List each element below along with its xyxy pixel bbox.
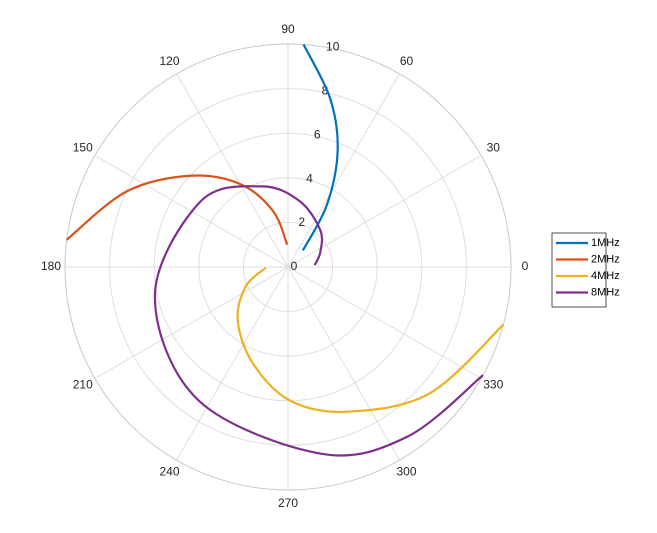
grid-spoke xyxy=(94,266,289,379)
theta-tick-label: 60 xyxy=(400,54,414,68)
series-line xyxy=(301,44,339,251)
r-tick-label: 8 xyxy=(322,83,329,97)
legend-label: 8MHz xyxy=(591,286,620,298)
series-line xyxy=(236,266,505,414)
theta-tick-label: 0 xyxy=(522,259,529,273)
theta-tick-label: 30 xyxy=(487,141,501,155)
theta-tick-label: 240 xyxy=(159,464,179,478)
theta-tick-label: 300 xyxy=(396,464,416,478)
r-tick-label: 6 xyxy=(314,127,321,141)
theta-tick-label: 150 xyxy=(73,141,93,155)
legend-label: 1MHz xyxy=(591,237,620,249)
grid-spoke xyxy=(176,73,289,268)
series-line xyxy=(65,174,289,246)
theta-tick-label: 180 xyxy=(41,259,61,273)
grid-spoke xyxy=(287,73,400,268)
legend-box xyxy=(551,232,607,308)
legend: 1MHz 2MHz 4MHz 8MHz xyxy=(551,232,620,308)
theta-tick-label: 330 xyxy=(483,378,503,392)
theta-tick-label: 90 xyxy=(281,22,295,36)
r-tick-label: 2 xyxy=(298,215,305,229)
grid-spoke xyxy=(287,266,400,461)
grid-spoke xyxy=(176,266,289,461)
theta-tick-label: 270 xyxy=(278,496,298,510)
r-tick-label: 4 xyxy=(306,171,313,185)
legend-label: 2MHz xyxy=(591,253,620,265)
theta-tick-label: 210 xyxy=(73,378,93,392)
r-tick-label: 10 xyxy=(326,40,340,54)
theta-tick-label: 120 xyxy=(159,54,179,68)
grid-spoke xyxy=(287,155,482,268)
r-tick-label: 0 xyxy=(291,259,298,273)
legend-label: 4MHz xyxy=(591,270,620,282)
grid-ring xyxy=(242,221,334,313)
grid-ring xyxy=(153,132,423,402)
outer-ring xyxy=(64,43,512,491)
grid-ring xyxy=(198,177,378,357)
series-line xyxy=(153,185,484,457)
grid-spoke xyxy=(287,266,482,379)
